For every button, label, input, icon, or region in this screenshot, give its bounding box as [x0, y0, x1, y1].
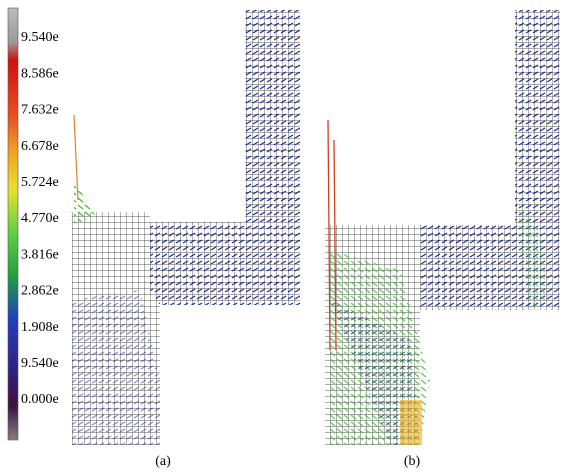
colorbar-label: 3.816e	[21, 247, 59, 262]
caption: (b)	[404, 454, 421, 469]
colorbar	[7, 7, 19, 441]
colorbar-labels: 9.540e 8.586e 7.632e 6.678e 5.724e 4.770e 3.81…	[21, 30, 59, 407]
colorbar-label: 6.678e	[21, 139, 59, 154]
panel-a	[72, 10, 300, 445]
caption: (a)	[155, 454, 171, 469]
colorbar-label: 7.632e	[21, 103, 59, 118]
colorbar-label: 8.586e	[21, 66, 59, 81]
colorbar-label: 9.540e	[21, 30, 59, 45]
colorbar-label: 5.724e	[21, 175, 59, 190]
panel-b	[325, 10, 560, 445]
colorbar-label: 2.862e	[21, 284, 59, 299]
colorbar-label: 9.540e	[21, 356, 59, 371]
colorbar-label: 1.908e	[21, 320, 59, 335]
colorbar-label: 0.000e	[21, 392, 59, 407]
colorbar-label: 4.770e	[21, 211, 59, 226]
